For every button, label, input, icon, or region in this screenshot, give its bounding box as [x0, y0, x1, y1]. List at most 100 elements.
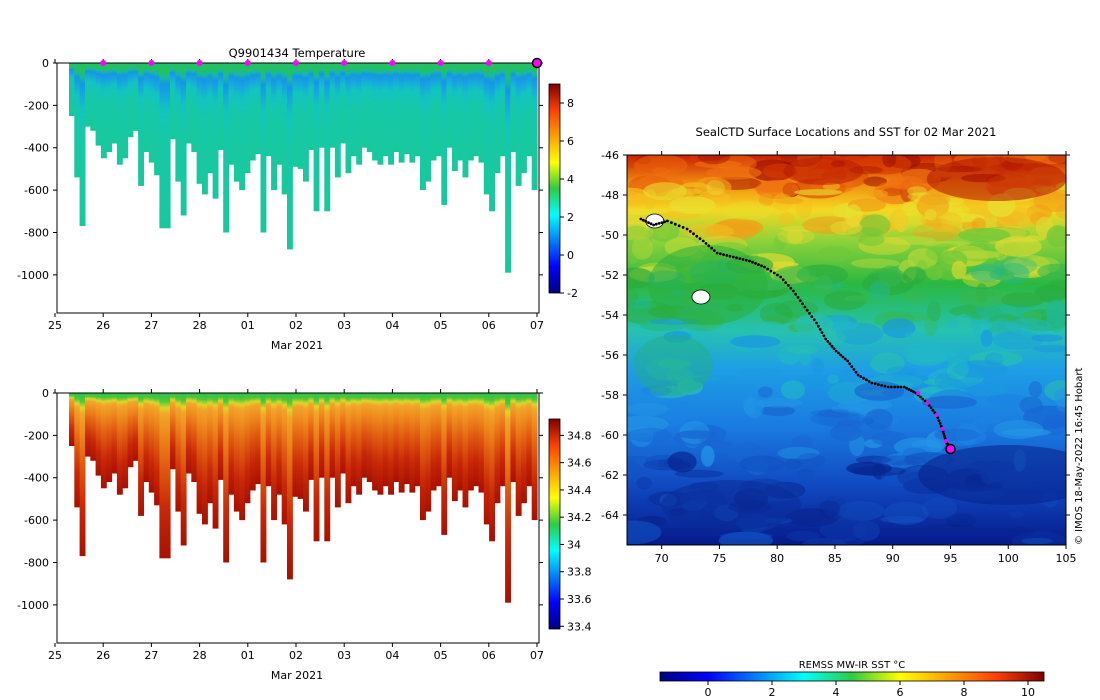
p2-profile-bar: [212, 393, 219, 529]
p1-profile-bar: [281, 63, 288, 195]
sst-patch: [669, 196, 716, 214]
p2-profile-bar: [287, 393, 293, 580]
sst-patch: [627, 225, 653, 250]
p1-profile-bar: [249, 63, 256, 161]
sst-cb-tick-label: 2: [769, 686, 776, 699]
p1-x-tick-label: 04: [385, 319, 399, 332]
p2-profile-bar: [531, 393, 538, 521]
sst-patch: [676, 430, 718, 439]
p2-profile-bar: [340, 393, 347, 474]
temperature-colorbar: [548, 83, 561, 294]
day-marker: [244, 60, 251, 66]
track-point: [644, 220, 648, 223]
p1-profile-bar: [515, 63, 522, 186]
p1-profile-bar: [526, 63, 533, 157]
p1-profile-bar: [345, 63, 352, 174]
lat-tick-label: -64: [601, 509, 619, 522]
p2-profile-bar: [494, 393, 501, 504]
track-point: [744, 258, 748, 262]
track-point: [942, 432, 946, 436]
sst-patch: [627, 161, 640, 168]
p2-x-tick-label: 07: [530, 649, 544, 662]
track-point: [688, 230, 692, 233]
p2-profile-bar: [186, 393, 192, 474]
p1-profile-bar: [372, 63, 378, 161]
p1-y-tick-label: -200: [24, 99, 49, 112]
p2-x-tick-label: 01: [241, 649, 255, 662]
p1-profile-bar: [329, 63, 336, 148]
p1-profile-bar: [106, 63, 113, 152]
temperature-x-label: Mar 2021: [271, 339, 323, 352]
sst-patch: [1042, 414, 1066, 436]
p2-profile-bar: [159, 393, 166, 559]
track-point: [660, 221, 664, 225]
track-point: [710, 246, 713, 250]
track-point: [794, 292, 798, 296]
p1-x-tick-label: 02: [289, 319, 303, 332]
p2-profile-bar: [451, 393, 458, 502]
day-marker: [437, 60, 444, 66]
p2-profile-bar: [223, 393, 230, 563]
sst-patch: [994, 317, 1012, 330]
sst-patch: [781, 380, 805, 400]
sst-longitude-axis: 70 75 80 85 90 95 100 105: [655, 151, 1077, 565]
salinity-colorbar-ticks: 33.4 33.6 33.8 34 34.2 34.4 34.6 34.8: [560, 429, 592, 633]
sst-texture: [627, 155, 1066, 545]
sst-patch: [924, 314, 938, 337]
p2-y-tick-label: -200: [24, 429, 49, 442]
sst-latitude-axis: -46 -48 -50 -52 -54 -56 -58 -60 -62 -64: [601, 149, 1070, 522]
p2-y-tick-label: -600: [24, 514, 49, 527]
island: [645, 213, 665, 229]
sst-patch: [777, 228, 815, 245]
end-marker: [531, 57, 543, 69]
track-point: [642, 218, 645, 222]
track-point: [698, 237, 702, 241]
sst-patch: [912, 223, 962, 242]
lat-tick-label: -52: [601, 269, 619, 282]
track-point: [834, 349, 838, 353]
sst-patch: [919, 193, 951, 206]
p2-profile-bar: [292, 393, 299, 497]
sst-patch: [656, 359, 692, 369]
p1-profile-bar: [521, 63, 527, 174]
track-point: [701, 239, 705, 243]
track-point: [639, 217, 643, 221]
track-point: [938, 422, 942, 425]
track-point: [843, 357, 847, 361]
p1-profile-bar: [143, 63, 150, 152]
track-point: [789, 286, 793, 290]
sst-patch: [634, 158, 671, 174]
p2-profile-bar: [361, 393, 368, 478]
sst-patch: [1046, 225, 1066, 248]
salinity-plot-frame: [56, 392, 540, 644]
sst-patch: [934, 428, 980, 442]
recent-track-point: [916, 391, 921, 395]
sst-patch: [758, 193, 774, 207]
sst-patch: [946, 316, 960, 329]
sst-patch: [927, 301, 942, 322]
p1-x-tick-label: 05: [434, 319, 448, 332]
p2-profile-bar: [175, 393, 182, 512]
track-point: [657, 222, 661, 225]
p2-x-tick-label: 04: [385, 649, 399, 662]
track-point: [921, 397, 925, 401]
p1-x-tick-label: 03: [337, 319, 351, 332]
sst-patch: [889, 209, 908, 231]
p2-profile-bar: [478, 393, 485, 493]
track-point: [899, 385, 903, 389]
track-point: [673, 222, 677, 226]
track-point: [909, 389, 913, 392]
p1-profile-bar: [111, 63, 118, 144]
p1-profile-bar: [425, 63, 432, 182]
p1-profile-bar: [202, 63, 208, 195]
p1-profile-bar: [308, 63, 315, 150]
p2-profile-bar: [281, 393, 288, 525]
lat-tick-label: -58: [601, 389, 619, 402]
sst-patch: [902, 201, 916, 211]
track-point: [927, 404, 931, 407]
p1-profile-bar: [287, 63, 293, 250]
track-point: [801, 302, 804, 306]
p1-x-tick-label: 28: [193, 319, 207, 332]
sst-patch: [894, 211, 908, 233]
sst-patch: [743, 396, 757, 416]
